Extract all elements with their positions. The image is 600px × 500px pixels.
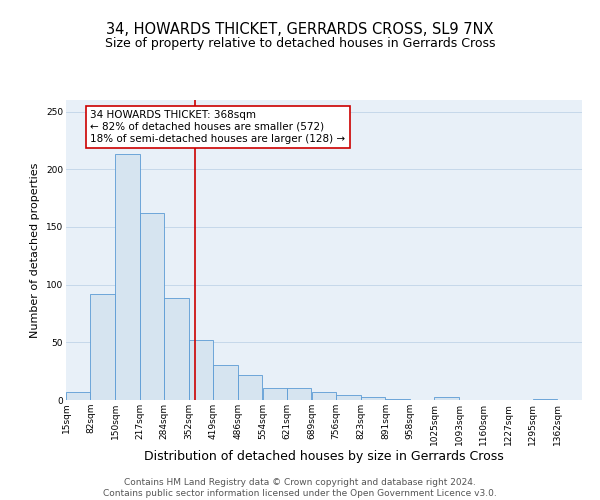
Text: Size of property relative to detached houses in Gerrards Cross: Size of property relative to detached ho… [105,38,495,51]
Bar [361,396,385,400]
Bar [164,298,188,400]
X-axis label: Distribution of detached houses by size in Gerrards Cross: Distribution of detached houses by size … [144,450,504,464]
Y-axis label: Number of detached properties: Number of detached properties [31,162,40,338]
Text: 34 HOWARDS THICKET: 368sqm
← 82% of detached houses are smaller (572)
18% of sem: 34 HOWARDS THICKET: 368sqm ← 82% of deta… [91,110,346,144]
Bar [189,340,214,400]
Bar [287,388,311,400]
Bar [214,366,238,400]
Bar [91,294,115,400]
Bar [385,399,410,400]
Text: 34, HOWARDS THICKET, GERRARDS CROSS, SL9 7NX: 34, HOWARDS THICKET, GERRARDS CROSS, SL9… [106,22,494,38]
Bar [434,396,459,400]
Bar [140,213,164,400]
Bar [336,396,361,400]
Bar [533,399,557,400]
Bar [312,392,336,400]
Bar [238,374,262,400]
Text: Contains HM Land Registry data © Crown copyright and database right 2024.
Contai: Contains HM Land Registry data © Crown c… [103,478,497,498]
Bar [263,388,287,400]
Bar [115,154,140,400]
Bar [66,392,91,400]
